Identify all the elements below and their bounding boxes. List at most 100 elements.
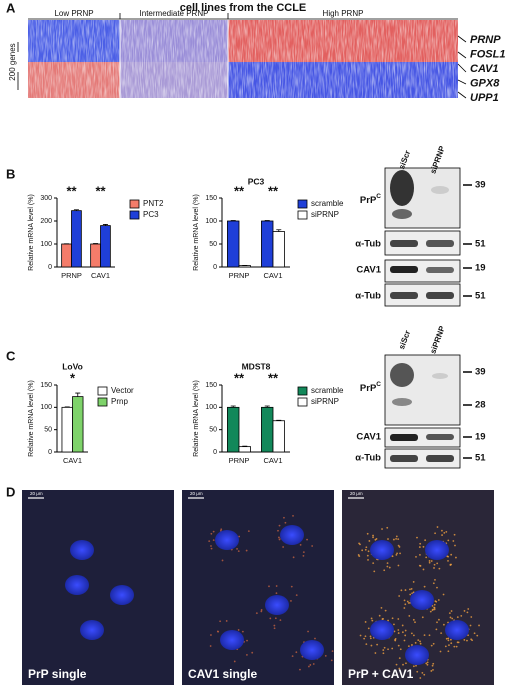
puncta <box>447 559 449 562</box>
puncta <box>387 619 389 622</box>
puncta <box>404 629 407 632</box>
puncta <box>290 585 293 588</box>
error-bar <box>73 209 79 211</box>
puncta <box>269 617 272 620</box>
legend-swatch <box>97 397 108 407</box>
puncta <box>212 530 215 533</box>
group-label: High PRNP <box>323 9 364 18</box>
puncta <box>400 589 403 592</box>
puncta <box>368 540 371 542</box>
puncta <box>438 618 440 621</box>
puncta <box>408 615 411 617</box>
puncta <box>363 637 366 640</box>
puncta <box>383 646 386 649</box>
puncta <box>442 623 445 626</box>
puncta <box>364 621 367 623</box>
puncta <box>219 620 222 623</box>
puncta <box>292 556 295 559</box>
legend-label: scramble <box>311 199 344 208</box>
puncta <box>403 607 406 609</box>
y-axis-label: Relative mRNA level (%) <box>193 194 200 271</box>
y-tick-label: 150 <box>205 382 217 389</box>
puncta <box>403 599 406 602</box>
puncta <box>471 639 474 642</box>
puncta <box>444 645 447 648</box>
puncta <box>384 609 387 612</box>
puncta <box>424 539 427 542</box>
puncta <box>467 608 470 610</box>
legend-label: Vector <box>111 386 134 395</box>
puncta <box>448 612 451 615</box>
puncta <box>433 603 436 606</box>
puncta <box>447 650 450 653</box>
puncta <box>381 528 383 530</box>
puncta <box>210 547 213 550</box>
puncta <box>428 561 431 564</box>
x-tick-label: CAV1 <box>91 271 110 280</box>
puncta <box>378 614 381 617</box>
nucleus <box>405 645 429 665</box>
image-label: PrP single <box>28 667 87 681</box>
nucleus <box>425 540 449 560</box>
puncta <box>279 619 282 622</box>
puncta <box>380 606 383 609</box>
puncta <box>453 645 456 648</box>
nucleus <box>370 620 394 640</box>
puncta <box>278 536 280 539</box>
y-axis-label: Relative mRNA level (%) <box>28 194 35 271</box>
puncta <box>443 531 446 534</box>
puncta <box>395 663 398 666</box>
puncta <box>407 645 410 647</box>
y-tick-label: 50 <box>209 427 217 434</box>
puncta <box>275 592 278 595</box>
gene-label: UPP1 <box>470 92 499 104</box>
y-tick-label: 200 <box>40 218 52 225</box>
group-label: Intermediate PRNP <box>140 9 209 18</box>
puncta <box>306 538 308 541</box>
significance: ** <box>268 370 279 385</box>
puncta <box>372 562 375 565</box>
puncta <box>372 536 374 539</box>
bar <box>272 231 285 268</box>
gene-label: GPX8 <box>470 77 500 89</box>
nucleus <box>70 540 94 560</box>
nucleus <box>445 620 469 640</box>
puncta <box>453 533 456 536</box>
puncta <box>441 534 443 536</box>
heatmap-title: cell lines from the CCLE <box>180 2 307 14</box>
puncta <box>395 553 398 556</box>
puncta <box>395 537 397 540</box>
puncta <box>210 545 212 547</box>
puncta <box>383 569 386 572</box>
x-tick-label: PRNP <box>229 456 250 465</box>
y-tick-label: 100 <box>40 404 52 411</box>
puncta <box>393 630 396 633</box>
error-bar <box>276 229 282 232</box>
puncta <box>398 657 401 660</box>
puncta <box>221 559 224 562</box>
y-tick-label: 0 <box>48 264 52 271</box>
gene-label: CAV1 <box>470 63 499 75</box>
blot-row-label-main: PrP <box>360 195 377 206</box>
puncta <box>277 529 279 532</box>
y-tick-label: 50 <box>44 427 52 434</box>
nucleus <box>300 640 324 660</box>
puncta <box>422 568 425 571</box>
puncta <box>388 566 391 569</box>
puncta <box>409 593 412 596</box>
puncta <box>391 647 394 650</box>
puncta <box>410 588 413 590</box>
legend-label: PC3 <box>143 210 159 219</box>
gene-label: FOSL1 <box>470 48 505 60</box>
blot-row-label-main: PrP <box>360 383 377 394</box>
puncta <box>466 611 469 614</box>
puncta <box>299 668 301 671</box>
puncta <box>421 616 424 619</box>
puncta <box>412 618 415 621</box>
puncta <box>216 630 219 633</box>
puncta <box>361 549 364 552</box>
puncta <box>447 639 450 642</box>
puncta <box>429 610 432 613</box>
puncta <box>434 532 436 535</box>
puncta <box>460 614 463 617</box>
